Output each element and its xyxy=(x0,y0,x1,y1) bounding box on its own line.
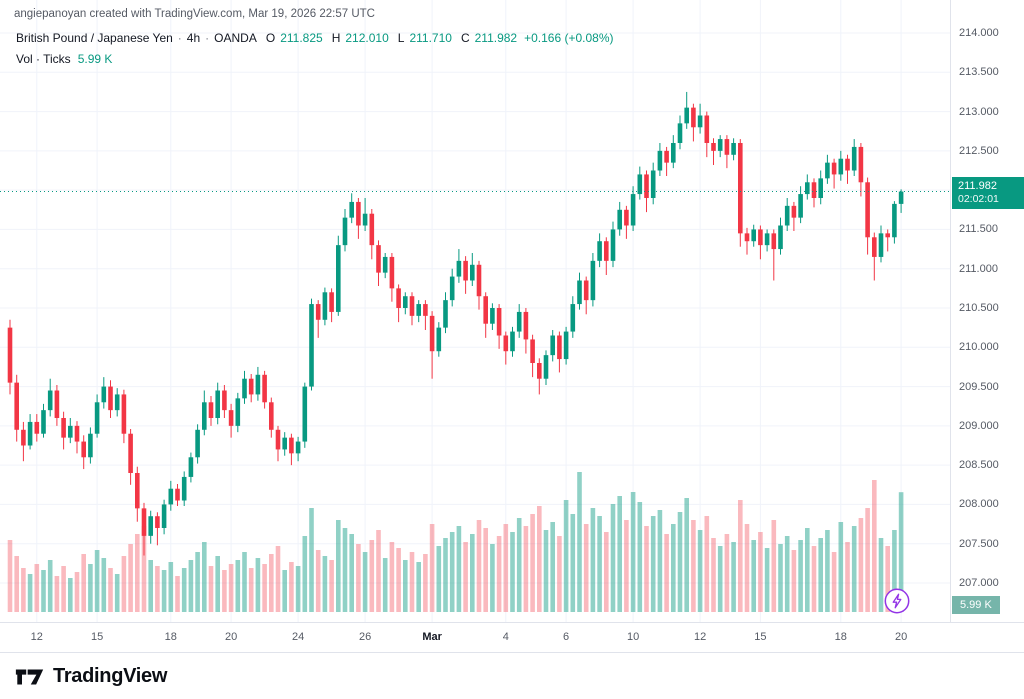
price-axis-label: 207.500 xyxy=(959,537,999,550)
watermark-attribution: angiepanoyan created with TradingView.co… xyxy=(14,8,375,20)
tradingview-logo-icon xyxy=(15,668,44,685)
time-axis-label: Mar xyxy=(422,631,442,643)
exchange-label: OANDA xyxy=(214,31,257,45)
price-axis-label: 207.000 xyxy=(959,577,999,589)
price-axis-label: 209.000 xyxy=(959,419,999,432)
price-axis-label: 213.000 xyxy=(959,105,999,118)
tradingview-brand-text: TradingView xyxy=(53,665,168,687)
price-axis-label: 210.500 xyxy=(959,302,999,314)
price-axis-label: 208.500 xyxy=(959,459,999,472)
time-axis-label: 15 xyxy=(754,631,767,643)
high-value: 212.010 xyxy=(345,31,389,45)
tradingview-logo-link[interactable]: TradingView xyxy=(14,665,167,688)
volume-value: 5.99 K xyxy=(77,52,113,66)
price-axis[interactable]: 211.982 02:02:01 5.99 K 214.000 213.500 21… xyxy=(950,0,1024,652)
open-label: O xyxy=(265,31,276,45)
time-axis-label: 24 xyxy=(291,631,305,643)
price-axis-label: 212.500 xyxy=(959,144,999,157)
time-axis-label: 20 xyxy=(224,631,238,643)
close-value: 211.982 xyxy=(474,31,518,45)
price-axis-label: 210.000 xyxy=(959,341,999,354)
time-axis-label: 26 xyxy=(358,631,372,643)
high-label: H xyxy=(331,31,341,45)
legend-volume-row: Vol · Ticks 5.99 K xyxy=(16,52,614,66)
price-axis-label: 211.000 xyxy=(959,262,998,275)
price-axis-label: 208.000 xyxy=(959,498,999,511)
symbol-title[interactable]: British Pound / Japanese Yen xyxy=(16,31,173,45)
legend-separator: · xyxy=(177,31,182,45)
low-value: 211.710 xyxy=(409,31,452,45)
time-axis-label: 18 xyxy=(164,631,177,643)
open-value: 211.825 xyxy=(280,31,323,45)
price-axis-label: 209.500 xyxy=(959,380,999,393)
current-price-value: 211.982 xyxy=(958,179,997,192)
time-axis-label: 20 xyxy=(894,631,908,643)
time-axis-label: 18 xyxy=(834,631,847,643)
close-label: C xyxy=(460,31,470,45)
lightning-boost-button[interactable] xyxy=(884,588,910,614)
current-price-badge: 211.982 02:02:01 xyxy=(952,176,1024,209)
time-axis-label: 15 xyxy=(90,631,104,643)
time-axis-label: 10 xyxy=(626,631,640,643)
volume-label[interactable]: Vol · Ticks xyxy=(16,52,71,66)
candlestick-chart-canvas[interactable] xyxy=(0,0,950,622)
price-axis-label: 213.500 xyxy=(959,66,999,79)
legend-separator: · xyxy=(205,31,210,45)
low-label: L xyxy=(397,31,405,45)
change-value: +0.166 (+0.08%) xyxy=(524,31,614,45)
lightning-icon xyxy=(884,588,910,614)
volume-axis-badge: 5.99 K xyxy=(952,596,1000,614)
time-axis-label: 12 xyxy=(693,631,707,643)
price-axis-label: 214.000 xyxy=(959,27,999,39)
chart-legend: British Pound / Japanese Yen · 4h · OAND… xyxy=(16,31,614,73)
footer: TradingView xyxy=(0,652,1024,699)
time-axis-label: 12 xyxy=(30,631,43,643)
countdown-timer: 02:02:01 xyxy=(958,192,999,205)
time-axis-label: 6 xyxy=(563,631,570,643)
legend-symbol-row: British Pound / Japanese Yen · 4h · OAND… xyxy=(16,31,614,45)
time-axis[interactable]: 12 15 18 20 24 26 Mar 4 6 10 12 15 18 20 xyxy=(0,622,1024,653)
interval-label[interactable]: 4h xyxy=(186,31,201,45)
price-axis-label: 211.500 xyxy=(959,223,998,236)
time-axis-label: 4 xyxy=(502,631,509,643)
